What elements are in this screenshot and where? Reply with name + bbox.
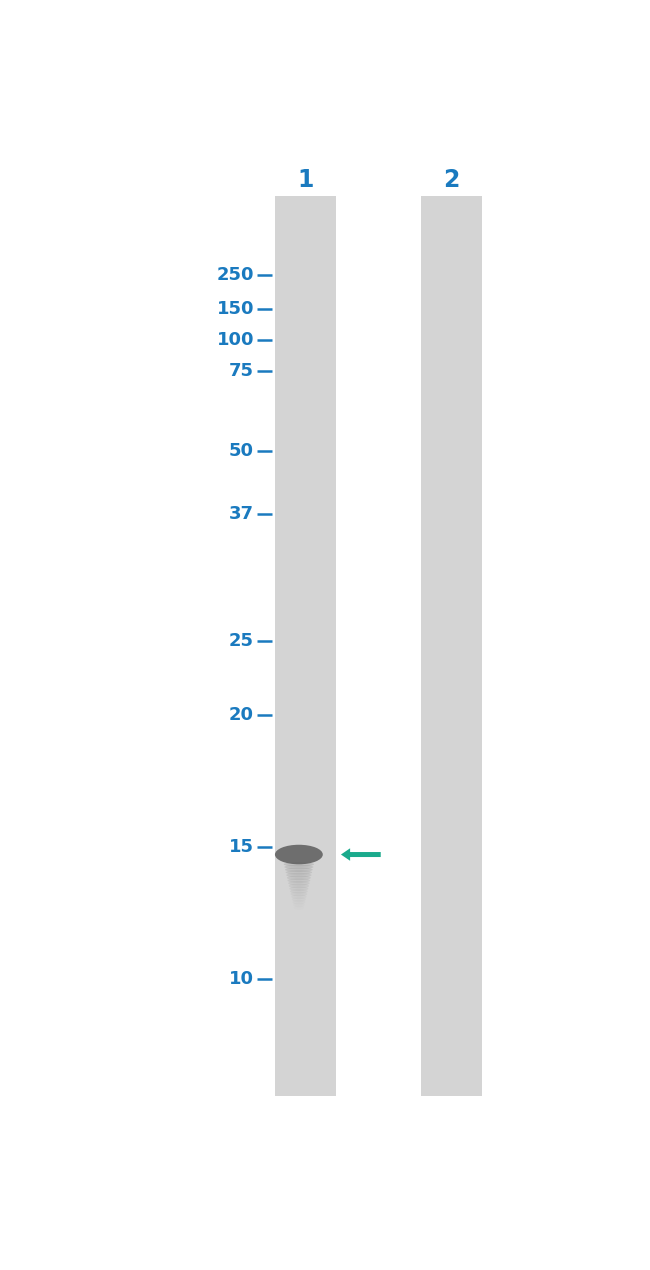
- Ellipse shape: [289, 886, 308, 892]
- Ellipse shape: [291, 892, 307, 897]
- Ellipse shape: [275, 845, 323, 865]
- Ellipse shape: [292, 900, 306, 904]
- Ellipse shape: [287, 875, 311, 880]
- Ellipse shape: [291, 894, 307, 899]
- Text: 37: 37: [229, 505, 254, 523]
- Text: 10: 10: [229, 970, 254, 988]
- Text: 1: 1: [297, 168, 313, 192]
- Text: 2: 2: [443, 168, 460, 192]
- Ellipse shape: [289, 884, 309, 888]
- Text: 75: 75: [229, 362, 254, 381]
- Text: 20: 20: [229, 706, 254, 724]
- Bar: [275, 197, 335, 1096]
- Bar: [421, 197, 482, 1096]
- Ellipse shape: [288, 881, 309, 885]
- Ellipse shape: [285, 870, 312, 875]
- Ellipse shape: [284, 862, 314, 866]
- Ellipse shape: [286, 872, 311, 878]
- Text: 15: 15: [229, 838, 254, 856]
- Text: 250: 250: [216, 265, 254, 283]
- Ellipse shape: [285, 865, 313, 869]
- Ellipse shape: [290, 889, 307, 894]
- Text: 25: 25: [229, 632, 254, 650]
- Ellipse shape: [292, 897, 306, 902]
- Ellipse shape: [285, 867, 313, 872]
- Text: 50: 50: [229, 442, 254, 460]
- Text: 100: 100: [216, 331, 254, 349]
- Ellipse shape: [287, 879, 310, 883]
- Text: 150: 150: [216, 300, 254, 318]
